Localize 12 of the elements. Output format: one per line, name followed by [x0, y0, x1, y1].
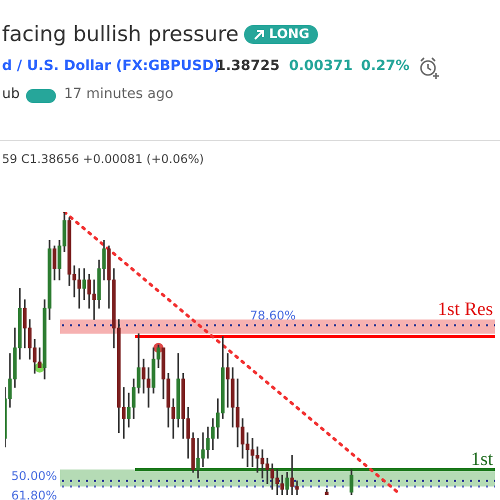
text: 17 minutes ago: [64, 86, 174, 102]
band-label: 1st Res: [438, 299, 493, 320]
annotation: 78.60%: [250, 308, 296, 322]
text: ub: [2, 86, 20, 102]
text: LONG: [269, 27, 310, 42]
text: 0.00371: [289, 58, 353, 74]
annotation: 50.00%: [11, 468, 57, 483]
annotation: 61.80%: [11, 488, 57, 500]
text: 0.27%: [361, 58, 410, 74]
chart-title: facing bullish pressure: [2, 22, 239, 46]
band-label: 1st: [470, 449, 494, 470]
text: 59 C1.38656 +0.00081 (+0.06%): [2, 152, 204, 166]
